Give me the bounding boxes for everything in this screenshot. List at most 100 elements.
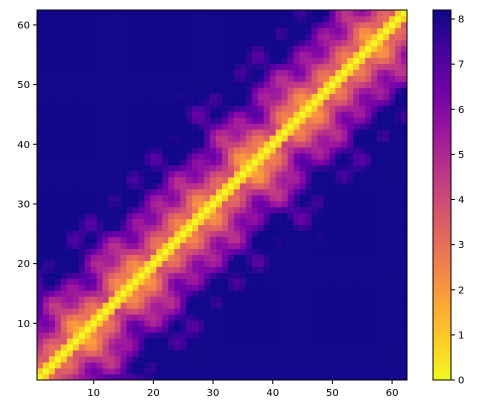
heatmap-cell bbox=[66, 69, 74, 76]
heatmap-cell bbox=[126, 242, 133, 250]
heatmap-cell bbox=[216, 302, 223, 309]
heatmap-cell bbox=[251, 189, 259, 196]
heatmap-cell bbox=[222, 332, 229, 339]
heatmap-cell bbox=[120, 206, 127, 214]
heatmap-cell bbox=[323, 33, 330, 41]
heatmap-cell bbox=[335, 27, 342, 35]
heatmap-cell bbox=[186, 159, 193, 166]
heatmap-cell bbox=[42, 129, 50, 136]
heatmap-cell bbox=[78, 111, 86, 118]
heatmap-cell bbox=[204, 153, 211, 160]
heatmap-cell bbox=[233, 314, 241, 321]
heatmap-cell bbox=[66, 272, 74, 279]
heatmap-cell bbox=[281, 362, 288, 369]
heatmap-cell bbox=[216, 290, 223, 297]
heatmap-cell bbox=[120, 45, 127, 53]
heatmap-cell bbox=[389, 75, 396, 82]
heatmap-cell bbox=[305, 200, 312, 208]
heatmap-cell bbox=[233, 45, 241, 53]
heatmap-cell bbox=[227, 51, 235, 59]
heatmap-cell bbox=[401, 63, 408, 70]
heatmap-cell bbox=[204, 147, 211, 154]
heatmap-cell bbox=[162, 183, 169, 190]
heatmap-cell bbox=[174, 81, 181, 88]
heatmap-cell bbox=[263, 147, 271, 154]
colorbar-tick-label: 2 bbox=[458, 285, 464, 296]
heatmap-cell bbox=[257, 27, 265, 35]
heatmap-cell bbox=[192, 33, 199, 41]
heatmap-cell bbox=[192, 302, 199, 309]
heatmap-cell bbox=[269, 314, 277, 321]
heatmap-cell bbox=[239, 45, 247, 53]
heatmap-cell bbox=[210, 212, 217, 220]
heatmap-cell bbox=[210, 224, 217, 232]
heatmap-cell bbox=[233, 302, 241, 309]
heatmap-cell bbox=[227, 141, 235, 148]
heatmap-cell bbox=[245, 296, 253, 303]
heatmap-cell bbox=[353, 320, 360, 327]
heatmap-cell bbox=[269, 326, 277, 333]
heatmap-cell bbox=[371, 314, 378, 321]
heatmap-cell bbox=[222, 69, 229, 76]
heatmap-cell bbox=[150, 218, 157, 226]
heatmap-cell bbox=[138, 45, 145, 53]
heatmap-cell bbox=[162, 338, 169, 345]
heatmap-cell bbox=[245, 45, 253, 53]
heatmap-cell bbox=[377, 254, 384, 261]
heatmap-cell bbox=[347, 332, 354, 339]
heatmap-cell bbox=[42, 135, 50, 142]
heatmap-cell bbox=[216, 75, 223, 82]
heatmap-cell bbox=[287, 296, 294, 303]
heatmap-cell bbox=[66, 183, 74, 190]
heatmap-cell bbox=[281, 290, 288, 297]
heatmap-cell bbox=[365, 147, 372, 154]
heatmap-cell bbox=[281, 177, 288, 184]
heatmap-cell bbox=[174, 51, 181, 59]
heatmap-cell bbox=[138, 266, 145, 273]
heatmap-cell bbox=[341, 344, 348, 351]
heatmap-cell bbox=[365, 332, 372, 339]
heatmap-cell bbox=[210, 302, 217, 309]
heatmap-cell bbox=[383, 350, 390, 357]
heatmap-cell bbox=[222, 218, 229, 226]
heatmap-cell bbox=[401, 248, 408, 255]
heatmap-cell bbox=[275, 51, 282, 59]
heatmap-cell bbox=[108, 177, 115, 184]
heatmap-cell bbox=[317, 224, 324, 232]
heatmap-cell bbox=[204, 81, 211, 88]
heatmap-cell bbox=[54, 189, 62, 196]
heatmap-cell bbox=[233, 278, 241, 285]
heatmap-cell bbox=[126, 332, 133, 339]
heatmap-cell bbox=[132, 39, 139, 47]
heatmap-cell bbox=[96, 356, 103, 363]
heatmap-cell bbox=[329, 159, 336, 166]
heatmap-cell bbox=[54, 117, 62, 124]
heatmap-cell bbox=[174, 123, 181, 130]
heatmap-cell bbox=[359, 117, 366, 124]
heatmap-cell bbox=[281, 165, 288, 172]
heatmap-cell bbox=[341, 123, 348, 130]
x-tick-label: 40 bbox=[266, 388, 279, 399]
heatmap-cell bbox=[233, 33, 241, 41]
heatmap-cell bbox=[126, 254, 133, 261]
heatmap-cell bbox=[275, 39, 282, 47]
heatmap-cell bbox=[263, 57, 271, 65]
heatmap-cell bbox=[192, 266, 199, 273]
heatmap-cell bbox=[401, 117, 408, 124]
heatmap-cell bbox=[287, 368, 294, 375]
heatmap-cell bbox=[90, 147, 97, 154]
heatmap-cell bbox=[216, 93, 223, 100]
heatmap-cell bbox=[311, 57, 318, 65]
heatmap-cell bbox=[317, 308, 324, 315]
heatmap-cell bbox=[216, 224, 223, 232]
heatmap-cell bbox=[287, 117, 294, 124]
heatmap-cell bbox=[281, 332, 288, 339]
heatmap-cell bbox=[365, 165, 372, 172]
heatmap-cell bbox=[233, 272, 241, 279]
heatmap-cell bbox=[353, 189, 360, 196]
heatmap-cell bbox=[114, 224, 121, 232]
heatmap-cell bbox=[126, 224, 133, 232]
heatmap-cell bbox=[37, 344, 44, 351]
heatmap-cell bbox=[299, 57, 306, 65]
heatmap-cell bbox=[108, 129, 115, 136]
